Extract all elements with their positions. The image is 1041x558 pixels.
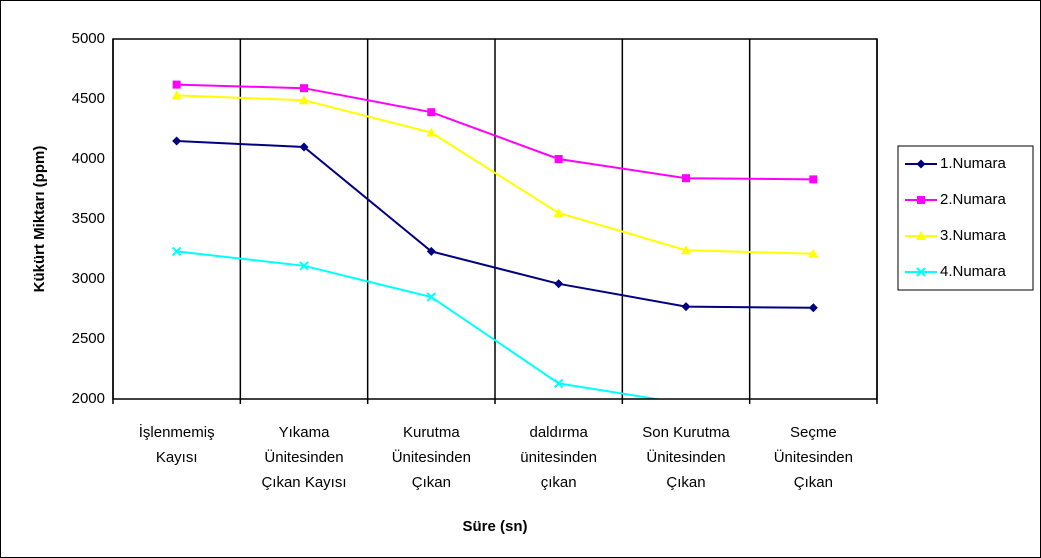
marker (916, 159, 926, 169)
series-line (176, 83, 814, 181)
y-tick-label: 4500 (72, 90, 105, 107)
marker (681, 302, 691, 312)
marker (916, 231, 926, 240)
marker (808, 303, 818, 313)
legend-label: 2.Numara (940, 191, 1007, 208)
y-tick-label: 2000 (72, 390, 105, 407)
marker (299, 95, 309, 105)
marker (172, 136, 182, 146)
y-axis-title: Kükürt Miktarı (ppm) (31, 146, 48, 293)
marker (554, 279, 564, 289)
x-tick-label: Kurutma Ünitesinden Çıkan (392, 424, 471, 491)
x-axis-title: Süre (sn) (462, 518, 527, 535)
x-tick-label: Son Kurutma Ünitesinden Çıkan (642, 424, 730, 491)
marker (171, 90, 182, 100)
marker (171, 246, 182, 257)
legend-label: 1.Numara (940, 155, 1007, 172)
legend-label: 4.Numara (940, 263, 1007, 280)
marker (916, 267, 926, 277)
marker (553, 378, 564, 389)
marker (299, 261, 309, 271)
marker (300, 84, 308, 93)
marker (808, 248, 819, 258)
marker (426, 292, 437, 302)
y-tick-label: 3500 (72, 210, 105, 227)
x-tick-label: İşlenmemiş Kayısı (139, 423, 215, 466)
marker (426, 246, 436, 256)
y-tick-label: 2500 (72, 330, 105, 347)
series-line (176, 140, 814, 309)
x-tick-label: Seçme Ünitesinden Çıkan (774, 424, 853, 491)
legend-label: 3.Numara (940, 227, 1007, 244)
legend-box (897, 145, 1034, 291)
x-tick-label: Yıkama Ünitesinden Çıkan Kayısı (261, 424, 346, 491)
marker (172, 80, 181, 89)
marker (681, 245, 691, 255)
marker (427, 108, 436, 117)
y-tick-label: 5000 (72, 30, 105, 47)
marker (299, 142, 309, 152)
marker (682, 174, 690, 183)
marker (809, 175, 818, 184)
plot-border (112, 38, 878, 400)
series-line (176, 94, 814, 255)
marker (553, 208, 564, 217)
x-tick-label: daldırma ünitesinden çıkan (520, 424, 597, 491)
marker (426, 127, 437, 137)
series-line (176, 250, 663, 399)
marker (554, 155, 563, 163)
y-tick-label: 4000 (72, 150, 105, 167)
marker (917, 196, 925, 204)
y-tick-label: 3000 (72, 270, 105, 287)
